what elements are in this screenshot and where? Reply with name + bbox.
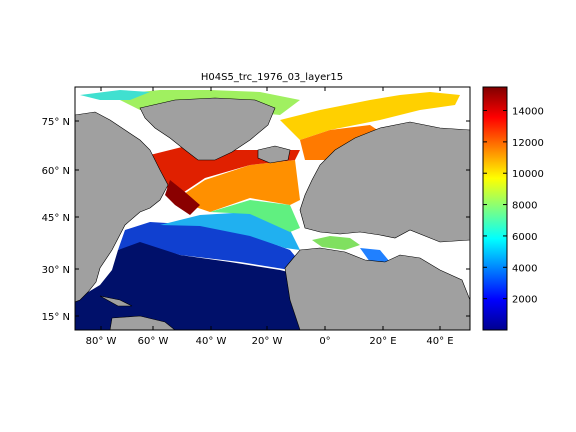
field-arctic-cyan [80,90,150,100]
colorbar-frame [482,86,508,331]
x-tick-label: 80° W [86,336,117,347]
x-axis: 80° W 60° W 40° W 20° W 0° 20° E 40° E [86,87,454,347]
y-tick-label: 15° N [42,312,70,323]
y-axis: 75° N 60° N 45° N 30° N 15° N [42,117,470,323]
x-tick-label: 0° [319,336,330,347]
colorbar-tick-label: 8000 [512,201,537,212]
colorbar-tick-label: 12000 [512,138,544,149]
field-blue-region [118,222,300,270]
colorbar-tick-label: 10000 [512,169,544,180]
colorbar-tick-label: 6000 [512,232,537,243]
colorbar-tick-label: 14000 [512,107,544,118]
colorbar-ticks: 14000 12000 10000 8000 6000 4000 2000 [483,107,544,306]
field-low-region [75,240,300,330]
x-tick-label: 20° W [252,336,283,347]
field-green-region [210,200,300,232]
map-area [75,87,470,330]
map-frame [74,86,471,331]
field-nordic-orange [300,125,385,160]
x-tick-label: 40° W [196,336,227,347]
colorbar-gradient [483,87,507,330]
colorbar: 14000 12000 10000 8000 6000 4000 2000 [482,86,544,331]
field-med-green [312,236,360,250]
land-greenland [139,97,276,161]
land-north-america [75,111,169,303]
colorbar-tick-label: 4000 [512,263,537,274]
land [75,97,470,330]
y-tick-label: 75° N [42,117,70,128]
field-med-blue [360,248,390,262]
x-tick-label: 40° E [426,336,453,347]
y-tick-label: 45° N [42,213,70,224]
x-tick-label: 60° W [138,336,169,347]
land-cuba [99,295,133,307]
field-nordic-yellow [280,92,460,140]
y-tick-label: 60° N [42,166,70,177]
land-iceland [257,145,291,164]
field-orange-band [175,160,300,212]
land-europe [299,121,470,243]
field-darkred-core [165,180,200,215]
y-tick-label: 30° N [42,265,70,276]
field-cyan-region [160,212,300,250]
map-title: H04S5_trc_1976_03_layer15 [201,72,343,83]
land-south-america [109,315,176,330]
land-africa [284,247,470,330]
colorbar-tick-label: 2000 [512,295,537,306]
x-tick-label: 20° E [369,336,396,347]
